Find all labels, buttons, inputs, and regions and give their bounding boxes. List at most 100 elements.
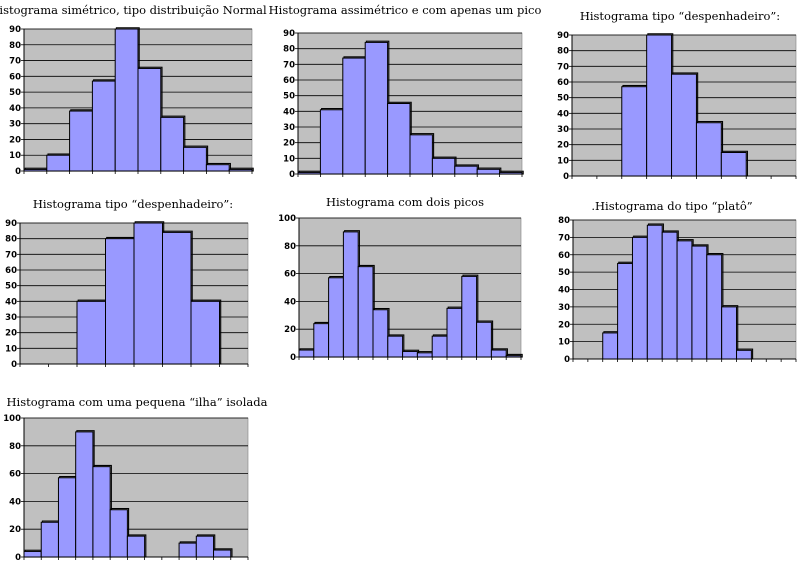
y-tick-label: 20	[558, 320, 570, 330]
histogram-bar	[160, 116, 185, 172]
histogram-bar	[476, 168, 501, 175]
histogram-bar	[409, 134, 433, 175]
y-tick-label: 90	[5, 219, 17, 229]
y-tick-label: 0	[289, 170, 295, 180]
y-tick-label: 70	[9, 57, 21, 67]
histogram-bar	[205, 164, 230, 172]
histogram-bar	[372, 309, 389, 358]
y-tick-label: 50	[5, 282, 17, 292]
y-tick-label: 0	[563, 172, 569, 182]
histogram-bar	[342, 57, 366, 175]
histogram-bar	[646, 224, 663, 360]
histogram-bar	[313, 323, 330, 358]
y-tick-label: 20	[5, 329, 17, 339]
y-tick-label: 40	[9, 104, 21, 114]
histogram-bar	[69, 110, 93, 172]
histogram-bar	[721, 306, 738, 360]
histogram-bar	[183, 146, 207, 172]
y-tick-label: 40	[557, 109, 569, 119]
chart-title: .Histograma do tipo “platô”	[591, 199, 752, 213]
histogram-bar	[75, 431, 94, 558]
y-tick-label: 70	[5, 250, 17, 260]
histogram-bar	[720, 152, 747, 177]
histogram-chart-4: Histograma tipo “despenhadeiro”: 0 10 20 30 4…	[5, 197, 249, 370]
histogram-bar	[416, 352, 433, 358]
histogram-bar	[736, 349, 752, 360]
y-tick-label: 60	[558, 251, 570, 261]
y-tick-label: 50	[283, 92, 295, 102]
histogram-bar	[676, 240, 693, 360]
y-tick-label: 60	[557, 78, 569, 88]
histogram-bar	[476, 321, 492, 358]
y-tick-label: 70	[558, 233, 570, 243]
histogram-bar	[646, 34, 673, 177]
histogram-chart-3: Histograma tipo “despenhadeiro”: 0 10 20 30 4…	[557, 9, 797, 182]
y-tick-label: 0	[564, 355, 570, 365]
histogram-bar	[109, 509, 128, 558]
y-tick-label: 10	[9, 151, 21, 161]
y-tick-label: 60	[283, 76, 295, 86]
histogram-bar	[114, 28, 139, 172]
histogram-bar	[40, 521, 59, 558]
y-tick-label: 10	[558, 338, 570, 348]
y-tick-label: 10	[283, 154, 295, 164]
y-tick-label: 20	[9, 135, 21, 145]
y-tick-label: 50	[558, 268, 570, 278]
histogram-bar	[105, 238, 135, 365]
histogram-chart-1: Histograma simétrico, tipo distribuição …	[0, 3, 267, 177]
y-tick-label: 40	[9, 497, 21, 507]
y-tick-label: 80	[283, 45, 295, 55]
y-tick-label: 10	[557, 156, 569, 166]
y-tick-label: 70	[557, 62, 569, 72]
histogram-bar	[617, 262, 633, 360]
histogram-bar	[706, 254, 723, 360]
y-tick-label: 50	[9, 88, 21, 98]
histogram-bar	[661, 231, 678, 360]
histogram-bar	[126, 535, 146, 558]
histogram-bar	[364, 41, 389, 175]
y-tick-label: 30	[557, 125, 569, 135]
histogram-bar	[431, 335, 448, 358]
chart-title: Histograma tipo “despenhadeiro”:	[580, 9, 780, 23]
histogram-bar	[46, 154, 71, 172]
histogram-bar	[357, 266, 374, 358]
y-tick-label: 60	[5, 266, 17, 276]
y-tick-label: 20	[557, 141, 569, 151]
histogram-bar	[691, 245, 708, 360]
histogram-bar	[387, 103, 411, 175]
chart-title: Histograma simétrico, tipo distribuição …	[0, 3, 267, 17]
histogram-bar	[319, 109, 344, 175]
y-tick-label: 60	[9, 72, 21, 82]
histogram-bar	[695, 122, 722, 177]
histogram-bar	[76, 300, 106, 365]
y-tick-label: 60	[9, 470, 21, 480]
y-tick-label: 80	[9, 442, 21, 452]
y-tick-label: 50	[557, 94, 569, 104]
histogram-chart-2: Histograma assimétrico e com apenas um p…	[269, 3, 542, 180]
histogram-bar	[213, 549, 232, 558]
histogram-bar	[671, 73, 697, 177]
histogram-bar	[133, 222, 163, 365]
chart-title: Histograma com uma pequena “ilha” isolad…	[7, 395, 268, 409]
histogram-bar	[431, 157, 456, 175]
y-tick-label: 90	[9, 25, 21, 35]
histogram-chart-7: Histograma com uma pequena “ilha” isolad…	[3, 395, 267, 563]
histogram-bar	[402, 350, 418, 358]
y-tick-label: 20	[284, 325, 296, 335]
y-tick-label: 0	[15, 553, 21, 563]
histogram-bar	[328, 277, 344, 358]
y-tick-label: 30	[283, 123, 295, 133]
histogram-bar	[631, 236, 648, 360]
y-tick-label: 80	[558, 216, 570, 226]
histogram-bar	[387, 335, 404, 358]
y-tick-label: 20	[283, 139, 295, 149]
histogram-bar	[190, 300, 220, 365]
y-tick-label: 60	[284, 270, 296, 280]
histogram-bar	[178, 542, 197, 558]
y-tick-label: 100	[3, 414, 21, 424]
histogram-bar	[454, 165, 478, 175]
y-tick-label: 80	[557, 47, 569, 57]
y-tick-label: 10	[5, 344, 17, 354]
y-tick-label: 20	[9, 525, 21, 535]
